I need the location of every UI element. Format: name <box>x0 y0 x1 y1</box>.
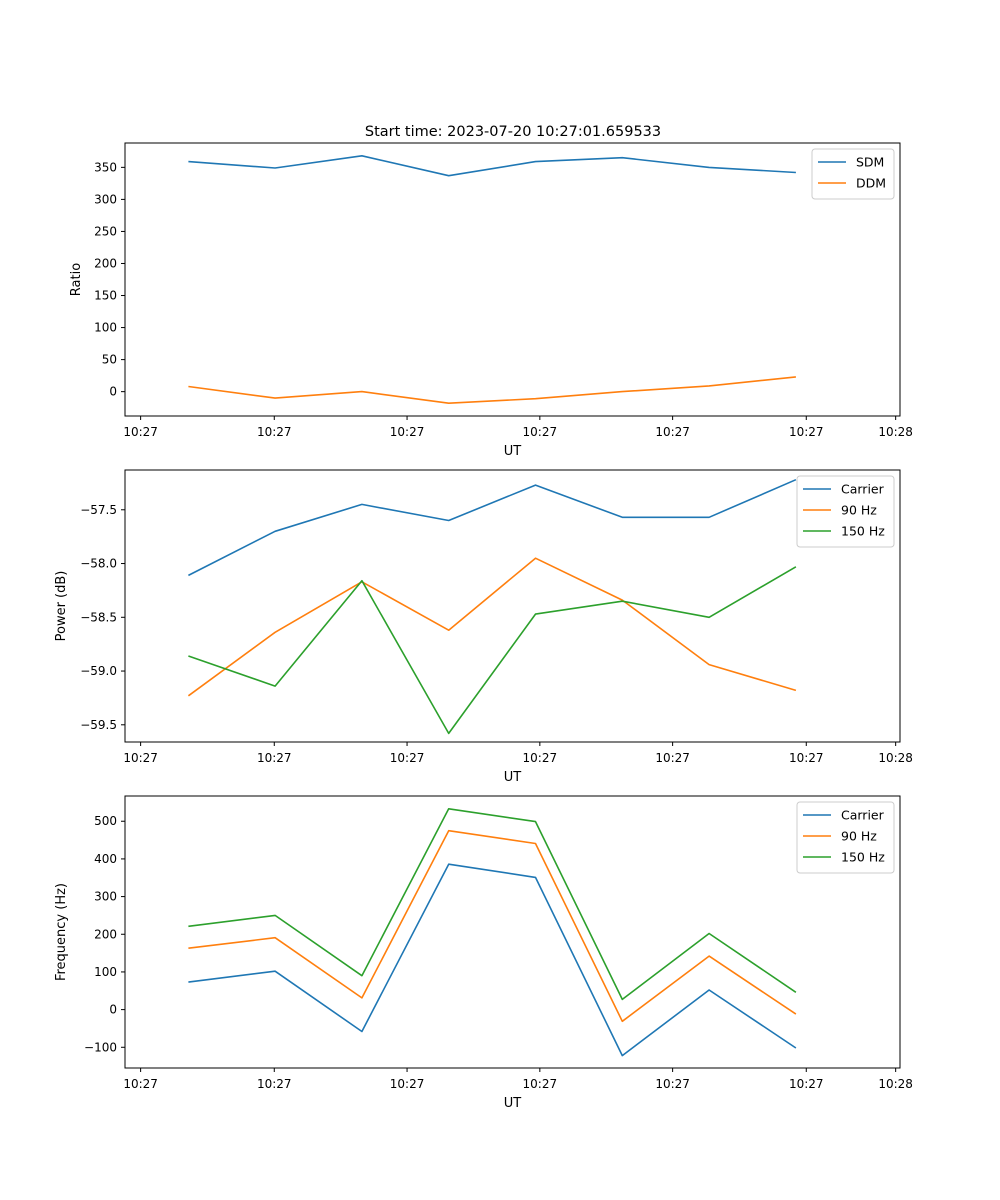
x-tick-label: 10:27 <box>390 1077 425 1091</box>
y-tick-label: −59.5 <box>80 718 117 732</box>
legend-label: SDM <box>856 155 884 170</box>
legend-label: 150 Hz <box>841 524 885 539</box>
x-axis-label: UT <box>504 770 522 785</box>
x-tick-label: 10:27 <box>123 1077 158 1091</box>
series-line-150-hz <box>188 566 797 735</box>
y-tick-label: 200 <box>94 927 117 941</box>
y-tick-label: 100 <box>94 321 117 335</box>
legend-label: 150 Hz <box>841 850 885 865</box>
series-line-90-hz <box>187 557 797 697</box>
x-tick-label: 10:27 <box>390 425 425 439</box>
legend: Carrier 90 Hz 150 Hz <box>796 475 895 548</box>
series-line-90-hz <box>188 829 797 1023</box>
y-tick-label: −58.0 <box>80 557 117 571</box>
chart-panel-2: 10:27 10:27 10:27 10:27 10:27 10:27 10:28 −57.5… <box>54 469 913 785</box>
x-tick-label: 10:27 <box>257 425 292 439</box>
y-tick-label: 0 <box>109 1003 117 1017</box>
series-line-carrier <box>188 478 797 577</box>
series-line-ddm <box>188 376 796 405</box>
x-tick-label: 10:27 <box>123 751 158 765</box>
y-tick-label: −58.5 <box>80 610 117 624</box>
x-tick-label: 10:27 <box>789 1077 824 1091</box>
x-tick-label: 10:27 <box>523 1077 558 1091</box>
x-tick-label: 10:27 <box>655 751 690 765</box>
y-tick-label: 200 <box>94 256 117 270</box>
y-tick-label: −100 <box>84 1040 117 1054</box>
y-tick-label: −59.0 <box>80 664 117 678</box>
figure-title: Start time: 2023-07-20 10:27:01.659533 <box>365 124 661 140</box>
y-tick-label: −57.5 <box>80 503 117 517</box>
chart-panel-3: 10:27 10:27 10:27 10:27 10:27 10:27 10:28 −100 0… <box>54 795 913 1111</box>
x-tick-label: 10:27 <box>257 751 292 765</box>
y-tick-label: 300 <box>94 890 117 904</box>
y-tick-label: 300 <box>94 192 117 206</box>
x-tick-label: 10:27 <box>523 425 558 439</box>
y-tick-label: 50 <box>102 353 117 367</box>
legend-label: 90 Hz <box>841 829 877 844</box>
x-tick-label: 10:27 <box>789 425 824 439</box>
legend-box <box>796 801 895 874</box>
x-tick-label: 10:27 <box>655 425 690 439</box>
y-tick-label: 350 <box>94 160 117 174</box>
x-axis-label: UT <box>504 1096 522 1111</box>
x-tick-label: 10:28 <box>878 751 913 765</box>
charts-container: 10:27 10:27 10:27 10:27 10:27 10:27 10:28 0 50 10… <box>54 142 913 1111</box>
x-tick-label: 10:27 <box>257 1077 292 1091</box>
axes-frame <box>124 142 901 417</box>
x-tick-label: 10:27 <box>655 1077 690 1091</box>
x-tick-label: 10:27 <box>523 751 558 765</box>
legend: SDM DDM <box>811 148 895 200</box>
x-tick-label: 10:28 <box>878 425 913 439</box>
legend-label: Carrier <box>841 482 885 497</box>
x-tick-label: 10:28 <box>878 1077 913 1091</box>
series-line-sdm <box>188 155 796 177</box>
x-tick-label: 10:27 <box>123 425 158 439</box>
chart-panel-1: 10:27 10:27 10:27 10:27 10:27 10:27 10:28 0 50 10… <box>69 142 913 459</box>
x-axis-label: UT <box>504 444 522 459</box>
y-tick-label: 500 <box>94 814 117 828</box>
legend-label: DDM <box>856 176 886 191</box>
y-axis-label: Power (dB) <box>54 571 69 642</box>
y-tick-label: 150 <box>94 289 117 303</box>
legend-label: 90 Hz <box>841 503 877 518</box>
axes-frame <box>124 469 901 743</box>
series-line-carrier <box>188 863 797 1057</box>
x-tick-label: 10:27 <box>789 751 824 765</box>
x-tick-label: 10:27 <box>390 751 425 765</box>
y-axis-label: Frequency (Hz) <box>54 883 69 981</box>
legend-label: Carrier <box>841 808 885 823</box>
y-tick-label: 0 <box>109 385 117 399</box>
y-tick-label: 250 <box>94 224 117 238</box>
axes-frame <box>124 795 901 1069</box>
series-line-150-hz <box>188 807 797 1001</box>
y-axis-label: Ratio <box>69 263 84 296</box>
y-tick-label: 400 <box>94 852 117 866</box>
legend-box <box>796 475 895 548</box>
y-tick-label: 100 <box>94 965 117 979</box>
legend: Carrier 90 Hz 150 Hz <box>796 801 895 874</box>
